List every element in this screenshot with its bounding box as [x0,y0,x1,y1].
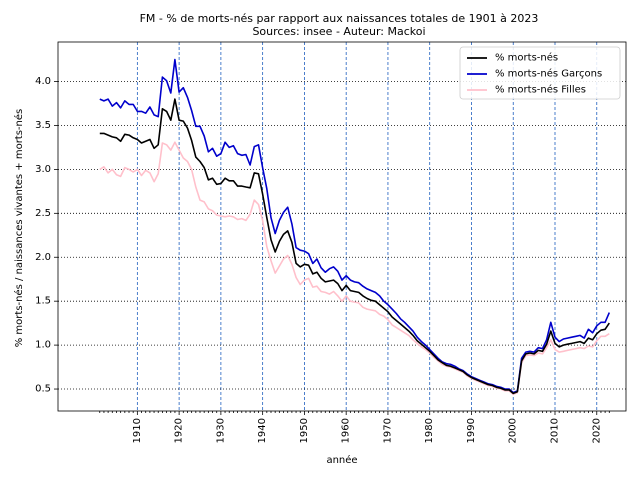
chart-subtitle: Sources: insee - Auteur: Mackoi [252,25,425,38]
x-tick-label: 2010 [550,418,561,443]
x-axis-label: année [326,454,357,466]
series-line-3 [99,141,610,396]
x-tick-label: 1990 [466,418,477,443]
chart-title: FM - % de morts-nés par rapport aux nais… [140,12,539,25]
y-tick-label: 1.0 [35,340,51,351]
series-lines [99,58,611,396]
x-tick-label: 1980 [424,418,435,443]
series-line-1 [99,98,610,395]
legend-label: % morts-nés Filles [495,84,586,96]
x-axis: 1910 1920 1930 1940 1950 1960 1970 1980 1990 2000… [99,411,610,443]
x-tick-label: 1940 [257,418,268,443]
y-tick-label: 2.0 [35,252,51,263]
x-tick-label: 1930 [215,418,226,443]
x-tick-label: 2020 [591,418,602,443]
y-tick-label: 0.5 [35,384,51,395]
legend-box [459,46,621,100]
legend-label: % morts-nés Garçons [495,68,602,80]
x-tick-label: 1920 [174,418,185,443]
y-axis: 0.5 1.0 1.5 2.0 2.5 3.0 3.5 4.0 [35,76,58,395]
y-tick-label: 2.5 [35,208,51,219]
y-axis-label: % morts-nés / naissances vivantes + mort… [13,109,25,348]
x-tick-label: 1910 [132,418,143,443]
x-tick-label: 2000 [508,418,519,443]
x-tick-label: 1970 [382,418,393,443]
y-tick-label: 4.0 [35,76,51,87]
y-tick-label: 1.5 [35,296,51,307]
series-line-2 [99,58,611,394]
y-tick-label: 3.5 [35,120,51,131]
legend: % morts-nés % morts-nés Garçons % morts-né… [459,46,621,100]
x-tick-label: 1960 [341,418,352,443]
x-tick-label: 1950 [299,418,310,443]
legend-label: % morts-nés [495,52,558,64]
y-tick-label: 3.0 [35,164,51,175]
